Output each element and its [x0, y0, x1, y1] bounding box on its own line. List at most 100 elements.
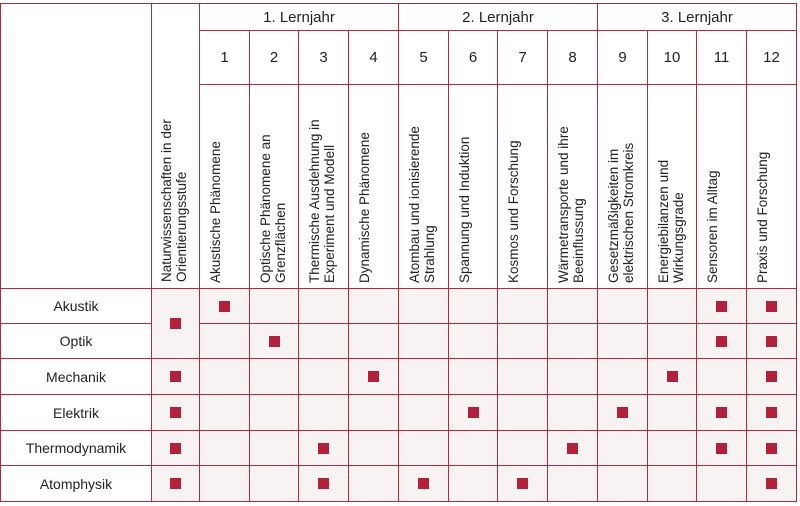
mark-square	[716, 442, 727, 454]
table-cell-1-3	[299, 289, 349, 324]
module-number-11: 11	[697, 31, 747, 85]
table-cell-2-9	[598, 324, 648, 359]
table-cell-2-11	[697, 324, 747, 359]
table-cell-6-3	[299, 466, 349, 502]
mark-square	[368, 371, 379, 382]
module-title-9: Gesetzmäßigkeiten im elektrischen Stromk…	[606, 142, 636, 283]
mark-square	[170, 407, 181, 418]
mark-square	[170, 318, 181, 329]
table-cell-2-8	[548, 324, 598, 359]
module-number-3: 3	[299, 31, 349, 85]
table-cell-4-5	[399, 395, 449, 431]
table-cell-6-4	[349, 466, 399, 502]
table-cell-2-6	[449, 324, 498, 359]
module-number-10: 10	[648, 31, 697, 85]
table-cell-1-2	[250, 289, 299, 324]
table-cell-6-1	[200, 466, 250, 502]
table-cell-6-5	[399, 466, 449, 502]
orientation-header-label: Naturwissenschaften in der Orientierungs…	[159, 119, 189, 282]
mark-square	[219, 300, 230, 312]
mark-square	[666, 371, 678, 382]
module-title-cell-4: Dynamische Phänomene	[349, 85, 399, 289]
table-cell-4-2	[250, 395, 299, 431]
table-cell-5-3	[299, 431, 349, 466]
table-cell-2-10	[648, 324, 697, 359]
mark-square	[517, 478, 528, 489]
module-number-9: 9	[598, 31, 648, 85]
module-title-12: Praxis und Forschung	[755, 151, 770, 283]
module-title-cell-7: Kosmos und Forschung	[498, 85, 548, 289]
module-title-cell-3: Thermische Ausdehnung in Experiment und …	[299, 85, 349, 289]
table-cell-1-5	[399, 289, 449, 324]
mark-square	[617, 407, 628, 418]
module-number-6: 6	[449, 31, 498, 85]
table-cell-5-4	[349, 431, 399, 466]
table-cell-3-2	[250, 359, 299, 395]
year-header-3: 3. Lernjahr	[598, 3, 797, 31]
orientation-header-cell: Naturwissenschaften in der Orientierungs…	[152, 3, 200, 289]
table-cell-3-12	[747, 359, 797, 395]
year-header-2: 2. Lernjahr	[399, 3, 598, 31]
table-cell-3-9	[598, 359, 648, 395]
table-cell-4-6	[449, 395, 498, 431]
year-header-1: 1. Lernjahr	[200, 3, 399, 31]
module-title-3: Thermische Ausdehnung in Experiment und …	[307, 119, 337, 283]
table-cell-3-5	[399, 359, 449, 395]
table-cell-2-7	[498, 324, 548, 359]
orientation-cell-mechanik	[152, 359, 200, 395]
table-cell-5-12	[747, 431, 797, 466]
table-cell-1-10	[648, 289, 697, 324]
row-label-optik: Optik	[0, 324, 152, 359]
table-cell-1-9	[598, 289, 648, 324]
table-cell-2-2	[250, 324, 299, 359]
module-title-8: Wärmetransporte und ihre Beeinflussung	[556, 126, 586, 283]
orientation-cell-thermodynamik	[152, 431, 200, 466]
mark-square	[170, 478, 181, 489]
mark-square	[766, 442, 777, 454]
module-title-4: Dynamische Phänomene	[357, 132, 372, 283]
table-cell-3-6	[449, 359, 498, 395]
table-cell-1-7	[498, 289, 548, 324]
table-cell-2-12	[747, 324, 797, 359]
mark-square	[766, 300, 777, 312]
table-cell-5-8	[548, 431, 598, 466]
table-cell-6-8	[548, 466, 598, 502]
table-cell-4-11	[697, 395, 747, 431]
table-cell-6-6	[449, 466, 498, 502]
mark-square	[170, 442, 181, 454]
table-cell-1-11	[697, 289, 747, 324]
mark-square	[716, 335, 727, 347]
module-number-5: 5	[399, 31, 449, 85]
module-title-cell-10: Energiebilanzen und Wirkungsgrade	[648, 85, 697, 289]
table-cell-3-10	[648, 359, 697, 395]
orientation-cell-elektrik	[152, 395, 200, 431]
mark-square	[716, 407, 727, 418]
module-title-cell-6: Spannung und Induktion	[449, 85, 498, 289]
orientation-cell-atomphysik	[152, 466, 200, 502]
module-title-7: Kosmos und Forschung	[506, 140, 521, 283]
table-cell-5-5	[399, 431, 449, 466]
module-title-1: Akustische Phänomene	[208, 141, 223, 283]
module-title-2: Optische Phänomene an Grenzflächen	[258, 134, 288, 283]
table-cell-2-5	[399, 324, 449, 359]
table-cell-3-3	[299, 359, 349, 395]
module-title-cell-9: Gesetzmäßigkeiten im elektrischen Stromk…	[598, 85, 648, 289]
table-cell-5-10	[648, 431, 697, 466]
mark-square	[170, 371, 181, 382]
table-cell-4-12	[747, 395, 797, 431]
table-cell-3-4	[349, 359, 399, 395]
module-title-cell-5: Atombau und ionisierende Strahlung	[399, 85, 449, 289]
table-cell-3-8	[548, 359, 598, 395]
module-title-6: Spannung und Induktion	[457, 136, 472, 283]
module-number-4: 4	[349, 31, 399, 85]
mark-square	[418, 478, 429, 489]
table-cell-5-2	[250, 431, 299, 466]
table-cell-1-1	[200, 289, 250, 324]
table-cell-3-11	[697, 359, 747, 395]
table-cell-3-1	[200, 359, 250, 395]
table-cell-6-9	[598, 466, 648, 502]
module-number-7: 7	[498, 31, 548, 85]
table-cell-2-4	[349, 324, 399, 359]
module-title-cell-2: Optische Phänomene an Grenzflächen	[250, 85, 299, 289]
